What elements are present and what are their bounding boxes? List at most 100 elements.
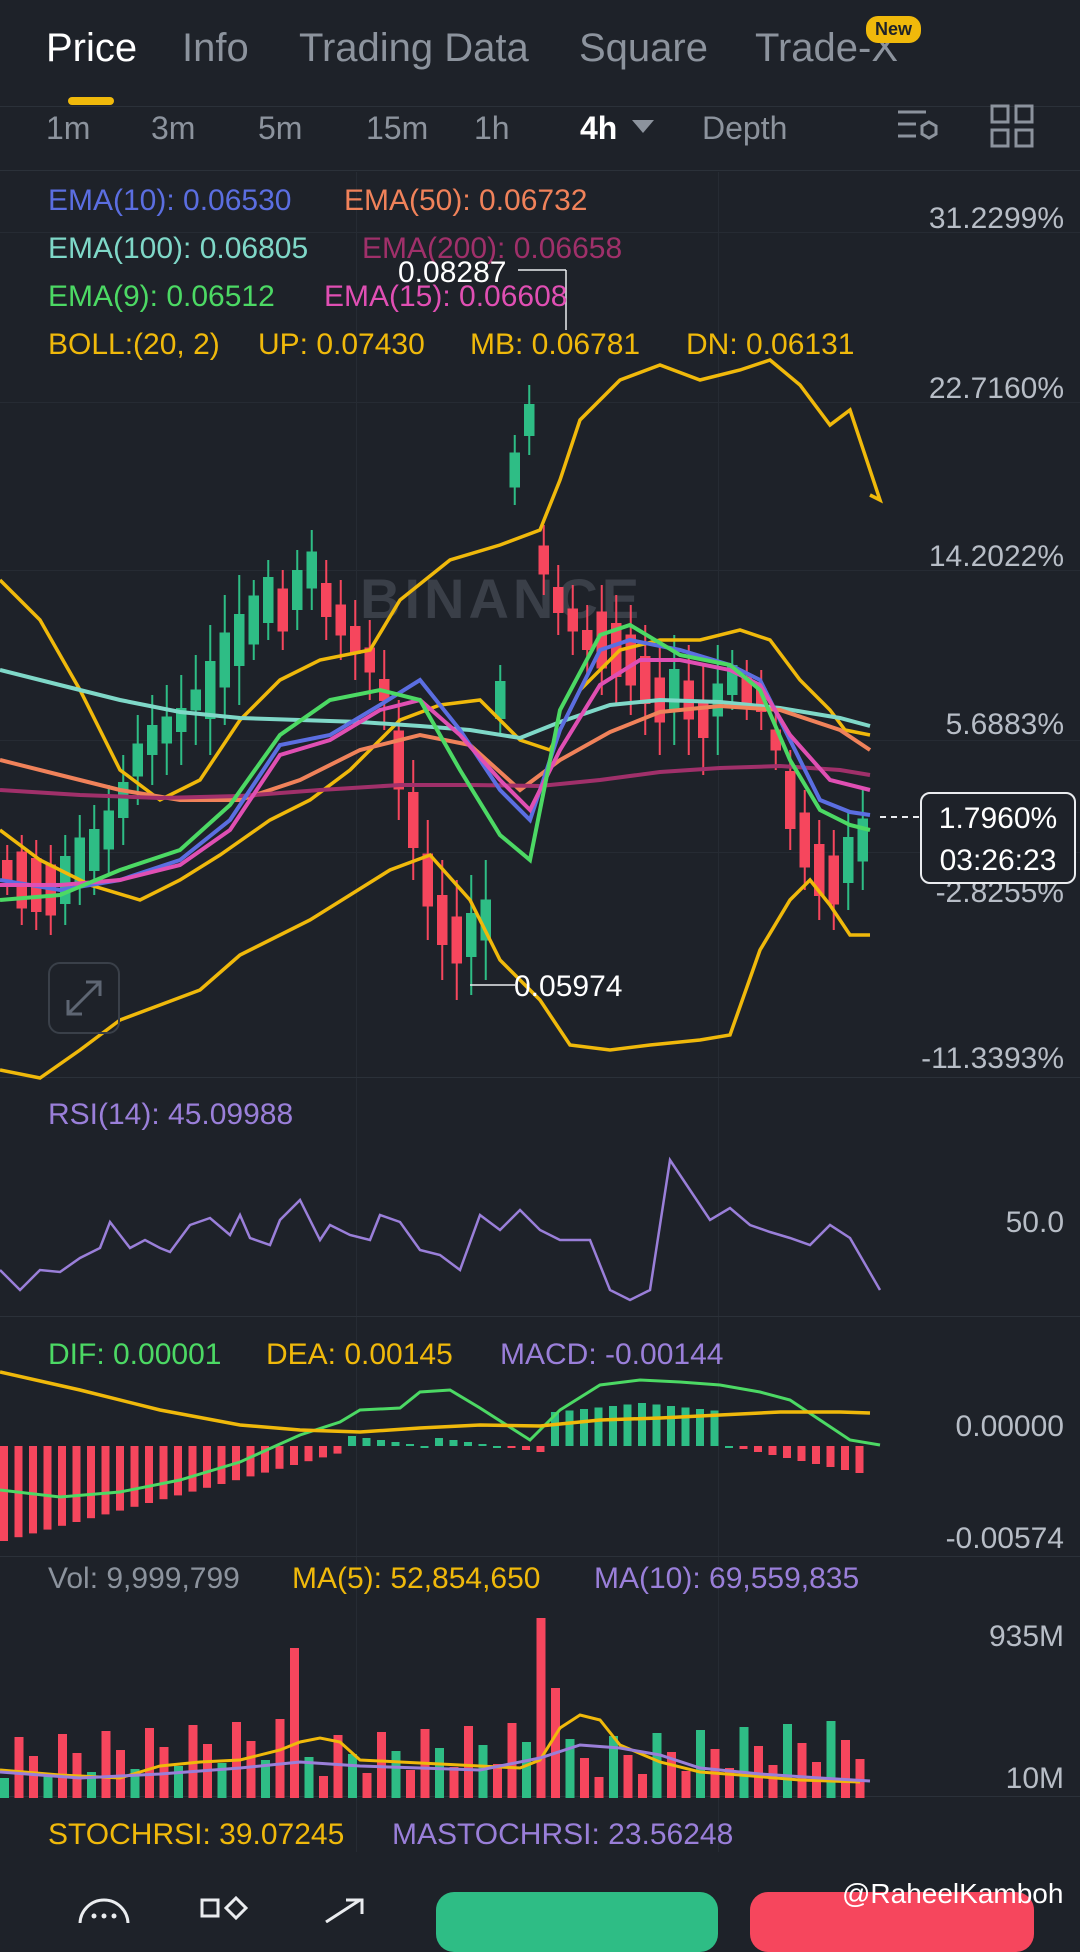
volume-bar bbox=[362, 1773, 372, 1798]
vol-ma5-legend: MA(5): 52,854,650 bbox=[292, 1562, 541, 1595]
candle-body bbox=[741, 676, 752, 704]
candle-body bbox=[756, 688, 767, 712]
candle-body bbox=[103, 810, 114, 850]
tab-price[interactable]: Price bbox=[46, 26, 138, 70]
interval-1m[interactable]: 1m bbox=[46, 110, 91, 146]
macd-bar bbox=[667, 1406, 675, 1446]
more-icon[interactable] bbox=[78, 1896, 134, 1923]
ema100-line bbox=[0, 668, 871, 741]
candle-body bbox=[2, 860, 13, 880]
macd-bar bbox=[507, 1446, 516, 1448]
volume-bar bbox=[580, 1758, 589, 1798]
candle-body bbox=[364, 647, 375, 673]
price-axis-label: 5.6883% bbox=[945, 708, 1064, 741]
layout-icon[interactable] bbox=[200, 1896, 252, 1923]
candle-body bbox=[770, 729, 781, 751]
macd-bar bbox=[609, 1406, 617, 1446]
share-icon[interactable] bbox=[320, 1896, 372, 1923]
volume-bar bbox=[246, 1741, 256, 1798]
macd-bar bbox=[406, 1444, 414, 1446]
volume-bar bbox=[826, 1721, 836, 1798]
candle-body bbox=[596, 611, 607, 669]
new-badge: New bbox=[866, 16, 922, 43]
candle-body bbox=[205, 661, 216, 719]
interval-15m[interactable]: 15m bbox=[366, 110, 429, 146]
volume-bar bbox=[87, 1772, 96, 1798]
interval-3m[interactable]: 3m bbox=[151, 110, 196, 146]
volume-bar bbox=[449, 1767, 459, 1798]
candle-body bbox=[495, 681, 506, 719]
chevron-down-icon[interactable] bbox=[632, 120, 654, 133]
rsi-line bbox=[0, 1156, 882, 1302]
candle-body bbox=[219, 632, 230, 688]
volume-bar bbox=[130, 1769, 140, 1798]
macd-bar bbox=[536, 1446, 545, 1452]
grid-vline bbox=[356, 172, 357, 1852]
candle-body bbox=[16, 851, 27, 909]
volume-bar bbox=[478, 1745, 488, 1798]
macd-bar bbox=[319, 1446, 327, 1458]
macd-bar bbox=[58, 1446, 66, 1526]
macd-bar bbox=[435, 1438, 443, 1446]
interval-4h[interactable]: 4h bbox=[580, 110, 618, 146]
candle-body bbox=[74, 837, 85, 883]
candle-body bbox=[582, 630, 593, 650]
interval-1h[interactable]: 1h bbox=[474, 110, 510, 146]
candle-body bbox=[640, 656, 651, 704]
macd-bar bbox=[826, 1446, 835, 1467]
volume-bar bbox=[855, 1759, 865, 1798]
candle-body bbox=[234, 614, 245, 666]
macd-bar bbox=[696, 1409, 704, 1446]
macd-bar bbox=[478, 1444, 487, 1446]
candle-body bbox=[524, 404, 535, 436]
grid-hline bbox=[0, 232, 1080, 233]
buy-button[interactable] bbox=[436, 1892, 718, 1952]
volume-bar bbox=[696, 1730, 705, 1798]
macd-bar bbox=[333, 1446, 342, 1454]
volume-bar bbox=[145, 1728, 154, 1798]
macd-bar bbox=[580, 1409, 588, 1446]
interval-5m[interactable]: 5m bbox=[258, 110, 303, 146]
candle-body bbox=[814, 844, 825, 896]
candle-body bbox=[161, 716, 172, 744]
grid-layout-icon[interactable] bbox=[990, 104, 1034, 148]
macd-dea-line bbox=[0, 1370, 871, 1434]
price-axis-label: 14.2022% bbox=[928, 540, 1064, 573]
volume-bar bbox=[217, 1763, 227, 1798]
tab-trading-data[interactable]: Trading Data bbox=[299, 26, 529, 70]
volume-bar bbox=[667, 1752, 676, 1798]
vol-axis-bottom: 10M bbox=[1005, 1762, 1064, 1795]
candle-body bbox=[669, 669, 680, 711]
macd-bar bbox=[464, 1442, 472, 1446]
macd-bar bbox=[565, 1410, 574, 1446]
pane-divider bbox=[0, 1316, 1080, 1317]
volume-bar bbox=[565, 1739, 575, 1798]
mastochrsi-legend: MASTOCHRSI: 23.56248 bbox=[392, 1818, 734, 1851]
credit-watermark: @RaheelKamboh bbox=[842, 1878, 1064, 1909]
candle-body bbox=[857, 818, 868, 862]
macd-bar bbox=[304, 1446, 313, 1462]
macd-bar bbox=[710, 1410, 719, 1446]
candle-body bbox=[306, 551, 317, 589]
macd-bar bbox=[72, 1446, 81, 1522]
depth-tab[interactable]: Depth bbox=[702, 110, 788, 146]
volume-bar bbox=[638, 1774, 647, 1798]
vol-ma10-legend: MA(10): 69,559,835 bbox=[594, 1562, 860, 1595]
volume-bar bbox=[783, 1724, 792, 1798]
macd-bar bbox=[652, 1404, 661, 1446]
volume-bar bbox=[348, 1754, 357, 1798]
candle-body bbox=[335, 604, 346, 636]
high-marker bbox=[518, 269, 567, 330]
tab-info[interactable]: Info bbox=[182, 26, 249, 70]
tab-square[interactable]: Square bbox=[579, 26, 708, 70]
current-price-box: 1.7960% 03:26:23 bbox=[920, 792, 1076, 884]
expand-button[interactable] bbox=[48, 962, 120, 1034]
rsi-axis-label: 50.0 bbox=[1005, 1206, 1064, 1239]
expand-icon bbox=[66, 980, 102, 1016]
macd-value-legend: MACD: -0.00144 bbox=[500, 1338, 724, 1371]
candle-body bbox=[422, 853, 433, 907]
chart-settings-icon[interactable] bbox=[896, 104, 942, 148]
macd-dif-line bbox=[0, 1378, 881, 1499]
rsi-legend: RSI(14): 45.09988 bbox=[48, 1098, 294, 1131]
